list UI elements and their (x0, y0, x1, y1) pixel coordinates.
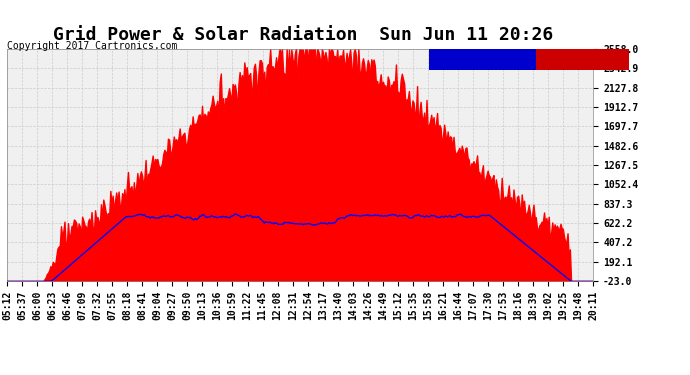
Text: Radiation (w/m2): Radiation (w/m2) (431, 56, 518, 65)
Text: Grid (AC Watts): Grid (AC Watts) (538, 56, 619, 65)
Text: Copyright 2017 Cartronics.com: Copyright 2017 Cartronics.com (7, 41, 177, 51)
Text: Grid Power & Solar Radiation  Sun Jun 11 20:26: Grid Power & Solar Radiation Sun Jun 11 … (54, 26, 553, 44)
